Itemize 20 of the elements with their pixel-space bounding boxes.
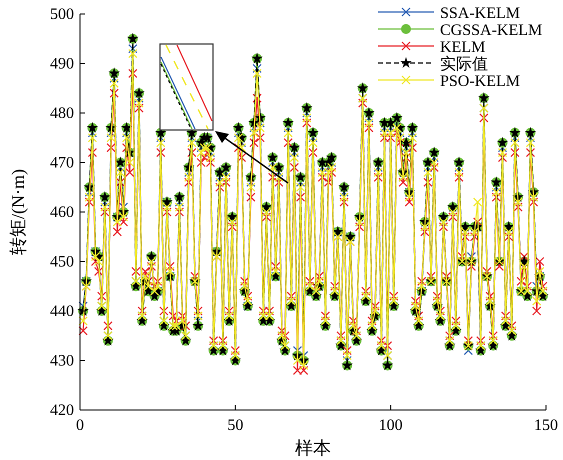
y-tick-label: 460 bbox=[50, 204, 74, 221]
x-axis-title: 样本 bbox=[295, 438, 331, 458]
y-tick-label: 430 bbox=[50, 352, 74, 370]
legend-label: 实际值 bbox=[440, 55, 488, 73]
y-tick-label: 420 bbox=[50, 402, 74, 419]
legend-label: SSA-KELM bbox=[440, 5, 520, 22]
legend-label: CGSSA-KELM bbox=[440, 22, 542, 39]
x-tick-label: 100 bbox=[378, 417, 403, 434]
y-axis-title: 转矩/(N·m) bbox=[8, 169, 28, 255]
x-tick-label: 150 bbox=[534, 417, 558, 434]
y-tick-label: 480 bbox=[50, 105, 74, 122]
y-tick-label: 490 bbox=[50, 56, 74, 72]
legend-label: PSO-KELM bbox=[440, 73, 520, 90]
x-tick-label: 0 bbox=[76, 417, 84, 434]
y-tick-label: 450 bbox=[50, 254, 74, 270]
legend-label: KELM bbox=[440, 39, 486, 56]
y-tick-label: 470 bbox=[50, 154, 74, 172]
y-tick-label: 500 bbox=[50, 6, 74, 23]
x-tick-label: 50 bbox=[227, 417, 244, 434]
y-tick-label: 440 bbox=[50, 303, 74, 320]
